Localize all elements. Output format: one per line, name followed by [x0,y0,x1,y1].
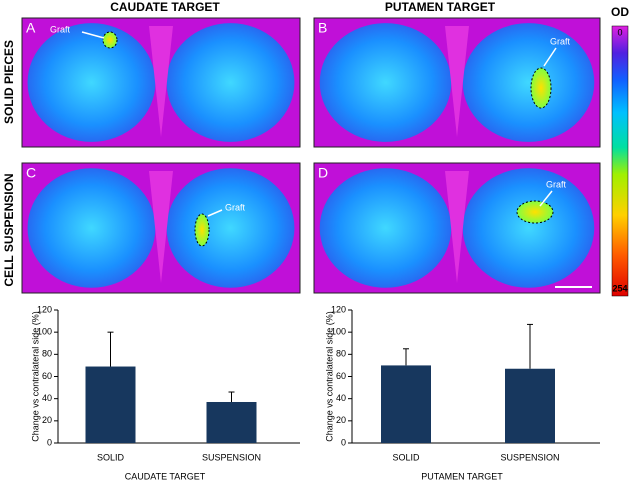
brain-lobe [319,23,452,142]
x-tick-label: SOLID [392,452,420,462]
y-tick-label: 120 [331,304,346,314]
column-title: CAUDATE TARGET [110,0,220,14]
midline [149,171,173,283]
brain-lobe [166,168,295,288]
x-axis-label: PUTAMEN TARGET [421,471,503,481]
brain-lobe [27,168,156,288]
graft-label: Graft [225,202,246,212]
bar [505,368,555,443]
brain-lobe [166,23,295,142]
colorbar [611,25,629,297]
y-tick-label: 40 [42,393,52,403]
y-tick-label: 0 [47,437,52,447]
y-tick-label: 20 [336,415,346,425]
bar [381,365,431,443]
brain-lobe [319,168,452,288]
midline [445,171,469,283]
graft-region [530,67,552,109]
graft-arrow [207,209,223,217]
y-axis-label: Change vs contralateral side (%) [30,311,40,442]
midline [445,26,469,137]
graft-label: Graft [550,36,571,46]
colorbar-max: 254 [612,283,627,293]
x-tick-label: SUSPENSION [500,452,559,462]
panel-letter: D [318,165,328,181]
y-tick-label: 40 [336,393,346,403]
panel-letter: C [26,165,36,181]
colorbar-title: OD [611,5,629,19]
y-tick-label: 120 [37,304,52,314]
brain-lobe [27,23,156,142]
y-tick-label: 20 [42,415,52,425]
graft-region [516,200,554,224]
graft-label: Graft [546,179,567,189]
x-tick-label: SUSPENSION [202,452,261,462]
row-title: CELL SUSPENSION [2,173,16,286]
row-title: SOLID PIECES [2,40,16,124]
y-axis-label: Change vs contralateral side (%) [324,311,334,442]
panel-letter: A [26,20,36,36]
brain-lobe [462,23,595,142]
graft-region [194,213,210,247]
graft-label: Graft [50,24,71,34]
x-axis-label: CAUDATE TARGET [125,471,206,481]
y-tick-label: 80 [336,349,346,359]
y-tick-label: 100 [37,327,52,337]
y-tick-label: 0 [341,437,346,447]
brain-lobe [462,168,595,288]
midline [149,26,173,137]
graft-region [102,31,118,49]
y-tick-label: 60 [336,371,346,381]
graft-arrow [81,31,105,39]
bar [85,366,136,443]
x-tick-label: SOLID [97,452,125,462]
y-tick-label: 60 [42,371,52,381]
colorbar-min: 0 [617,27,622,37]
bar [206,401,257,443]
y-tick-label: 80 [42,349,52,359]
y-tick-label: 100 [331,327,346,337]
graft-arrow [543,47,557,67]
column-title: PUTAMEN TARGET [385,0,496,14]
graft-arrow [539,190,553,207]
panel-letter: B [318,20,327,36]
